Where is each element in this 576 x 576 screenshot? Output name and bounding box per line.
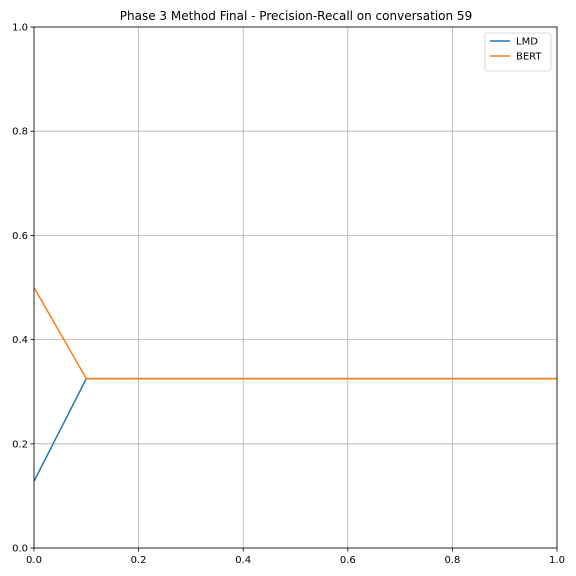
series-line-bert bbox=[33, 287, 557, 380]
y-tick-label: 0.0 bbox=[12, 544, 28, 555]
y-tick-label: 1.0 bbox=[12, 23, 28, 34]
series-lines bbox=[33, 287, 557, 482]
x-tick-label: 0.8 bbox=[444, 555, 460, 566]
plot-frame bbox=[33, 26, 558, 549]
legend-label-lmd: LMD bbox=[516, 37, 538, 48]
legend-label-bert: BERT bbox=[516, 52, 542, 63]
x-tick-label: 0.4 bbox=[235, 555, 251, 566]
axis-ticks: 0.0 0.2 0.4 0.6 0.8 1.0 0.0 0.2 0.4 0.6 0.8 1.0 bbox=[12, 23, 565, 567]
legend-box bbox=[484, 32, 552, 72]
x-tick-label: 0.0 bbox=[26, 555, 42, 566]
y-tick-label: 0.6 bbox=[12, 231, 28, 242]
legend: LMD BERT bbox=[484, 32, 552, 72]
x-tick-label: 1.0 bbox=[549, 555, 565, 566]
y-tick-label: 0.4 bbox=[12, 335, 28, 346]
x-tick-label: 0.2 bbox=[131, 555, 147, 566]
x-tick-label: 0.6 bbox=[340, 555, 356, 566]
chart-title: Phase 3 Method Final - Precision-Recall … bbox=[120, 9, 472, 23]
y-tick-label: 0.8 bbox=[12, 127, 28, 138]
y-tick-label: 0.2 bbox=[12, 439, 28, 450]
